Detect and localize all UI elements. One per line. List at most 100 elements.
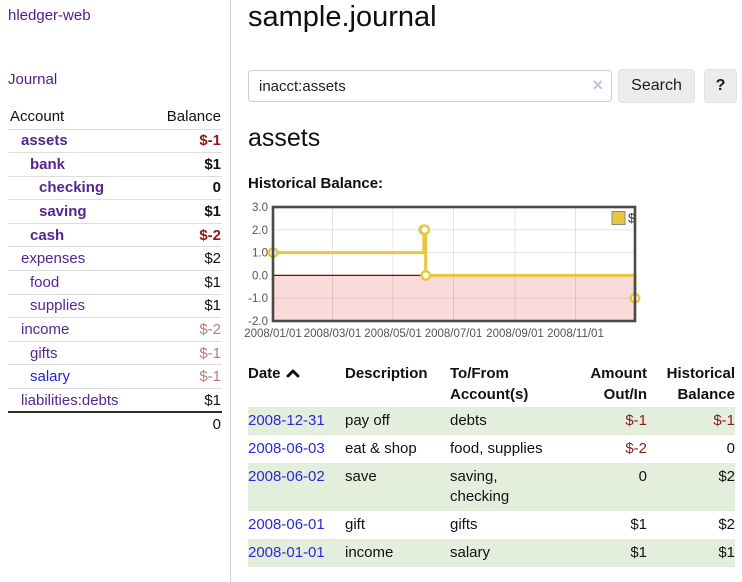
sidebar-account-link[interactable]: salary	[30, 368, 71, 386]
clear-search-icon[interactable]: ×	[592, 75, 603, 95]
register-row: 2008-12-31 pay off debts $-1 $-1	[248, 407, 735, 435]
account-row: cash $-2	[8, 222, 222, 247]
sidebar-account-link[interactable]: food	[30, 273, 60, 291]
transaction-accounts: debts	[450, 407, 562, 435]
accounts-total-balance: 0	[149, 411, 222, 436]
transaction-description: save	[345, 463, 450, 511]
account-heading: assets	[248, 124, 321, 152]
account-balance: $1	[149, 152, 222, 177]
account-tree-table: Account Balance assets $-1 bank $1 checking 0…	[8, 105, 222, 436]
transaction-description: pay off	[345, 407, 450, 435]
register-row: 2008-06-01 gift gifts $1 $2	[248, 511, 735, 539]
sidebar-account-link[interactable]: bank	[30, 155, 66, 173]
y-tick-label: 1.0	[252, 248, 268, 260]
search-bar: × Search ?	[248, 69, 737, 103]
transaction-date-link[interactable]: 2008-06-03	[248, 440, 325, 457]
account-row: bank $1	[8, 152, 222, 177]
register-row: 2008-06-03 eat & shop food, supplies $-2 0	[248, 435, 735, 463]
transaction-balance: $1	[647, 539, 735, 567]
help-button[interactable]: ?	[704, 69, 737, 103]
legend-label: $	[628, 211, 636, 226]
accounts-total-row: 0	[8, 411, 222, 436]
historical-balance-chart: $ -2.0 -1.0 0.0 1.0 2.0 3.0 2008/01/01 2008/03/0…	[244, 202, 641, 340]
search-button[interactable]: Search	[618, 69, 695, 103]
sort-ascending-icon	[286, 364, 300, 385]
account-row: checking 0	[8, 175, 222, 200]
y-tick-label: -2.0	[248, 316, 268, 328]
account-balance: $-2	[149, 317, 222, 342]
balance-column-header: Balance	[166, 107, 221, 125]
account-row: salary $-1	[8, 364, 222, 389]
account-row: income $-2	[8, 317, 222, 342]
account-row: food $1	[8, 270, 222, 295]
sidebar-item-journal[interactable]: Journal	[8, 71, 58, 88]
transaction-date-link[interactable]: 2008-06-01	[248, 516, 325, 533]
transaction-date-link[interactable]: 2008-12-31	[248, 412, 325, 429]
account-row: supplies $1	[8, 293, 222, 318]
sidebar-account-link[interactable]: saving	[39, 203, 87, 221]
transaction-amount: 0	[562, 463, 647, 511]
account-column-header: Account	[10, 107, 65, 125]
sidebar-account-link[interactable]: income	[21, 321, 70, 339]
sidebar-divider	[230, 0, 231, 582]
transaction-date-link[interactable]: 2008-06-02	[248, 468, 325, 485]
register-header-row: Date Description To/From Account(s) Amou…	[248, 361, 735, 407]
negative-region	[273, 275, 635, 321]
transaction-accounts: gifts	[450, 516, 478, 533]
sidebar-account-link[interactable]: supplies	[30, 297, 86, 315]
account-balance: $1	[149, 293, 222, 318]
y-tick-label: 3.0	[252, 202, 268, 214]
transaction-accounts: salary	[450, 539, 562, 567]
account-balance: $-1	[149, 340, 222, 365]
account-balance: $1	[149, 199, 222, 224]
account-row: expenses $2	[8, 246, 222, 271]
amount-column-header: Amount Out/In	[590, 365, 647, 403]
transaction-date-link[interactable]: 2008-01-01	[248, 544, 325, 561]
register-table: Date Description To/From Account(s) Amou…	[248, 361, 735, 567]
account-balance: $1	[149, 270, 222, 295]
description-column-header: Description	[345, 365, 428, 382]
x-tick-label: 2008/05/01	[364, 328, 422, 340]
x-tick-label: 2008/01/01	[244, 328, 302, 340]
page-title: sample.journal	[248, 1, 437, 33]
sidebar-account-link[interactable]: gifts	[30, 344, 58, 362]
register-body: 2008-12-31 pay off debts $-1 $-1 2008-06-03 ea…	[248, 407, 735, 567]
account-row: saving $1	[8, 199, 222, 224]
balance-column-header-register: Historical Balance	[666, 365, 735, 403]
account-balance: $-2	[149, 222, 222, 247]
search-input[interactable]	[248, 70, 612, 102]
register-row: 2008-06-02 save saving, checking 0 $2	[248, 463, 735, 511]
sidebar-account-link[interactable]: cash	[30, 226, 65, 244]
transaction-amount: $1	[630, 516, 647, 533]
transaction-amount: $-2	[625, 440, 647, 457]
search-input-wrap: ×	[248, 70, 612, 102]
brand-link[interactable]: hledger-web	[8, 7, 91, 24]
account-balance: 0	[149, 175, 222, 200]
transaction-description: eat & shop	[345, 440, 417, 457]
sidebar-account-link[interactable]: liabilities:debts	[21, 391, 119, 409]
data-point-marker	[419, 224, 431, 236]
transaction-amount: $1	[562, 539, 647, 567]
y-tick-label: 0.0	[252, 270, 268, 282]
transaction-amount: $-1	[562, 407, 647, 435]
sidebar-account-link[interactable]: expenses	[21, 250, 86, 268]
x-tick-label: 2008/11/01	[547, 328, 604, 340]
date-column-header[interactable]: Date	[248, 361, 345, 407]
transaction-description: income	[345, 539, 450, 567]
transaction-balance: $2	[718, 516, 735, 533]
x-tick-label: 2008/07/01	[425, 328, 483, 340]
account-row: gifts $-1	[8, 340, 222, 365]
plot-border	[271, 205, 637, 323]
register-row: 2008-01-01 income salary $1 $1	[248, 539, 735, 567]
account-balance: $-1	[149, 128, 222, 153]
y-tick-label: 2.0	[252, 225, 268, 237]
account-table-header: Account Balance	[8, 105, 222, 129]
legend-swatch	[611, 211, 626, 225]
sidebar-account-link[interactable]: checking	[39, 179, 105, 197]
y-tick-label: -1.0	[248, 293, 268, 305]
x-tick-label: 2008/09/01	[486, 328, 544, 340]
account-tree-body: assets $-1 bank $1 checking 0 saving $1 cash $-2 e…	[8, 128, 222, 436]
transaction-balance: $2	[647, 463, 735, 511]
transaction-description: gift	[345, 516, 366, 533]
sidebar-account-link[interactable]: assets	[21, 132, 68, 150]
